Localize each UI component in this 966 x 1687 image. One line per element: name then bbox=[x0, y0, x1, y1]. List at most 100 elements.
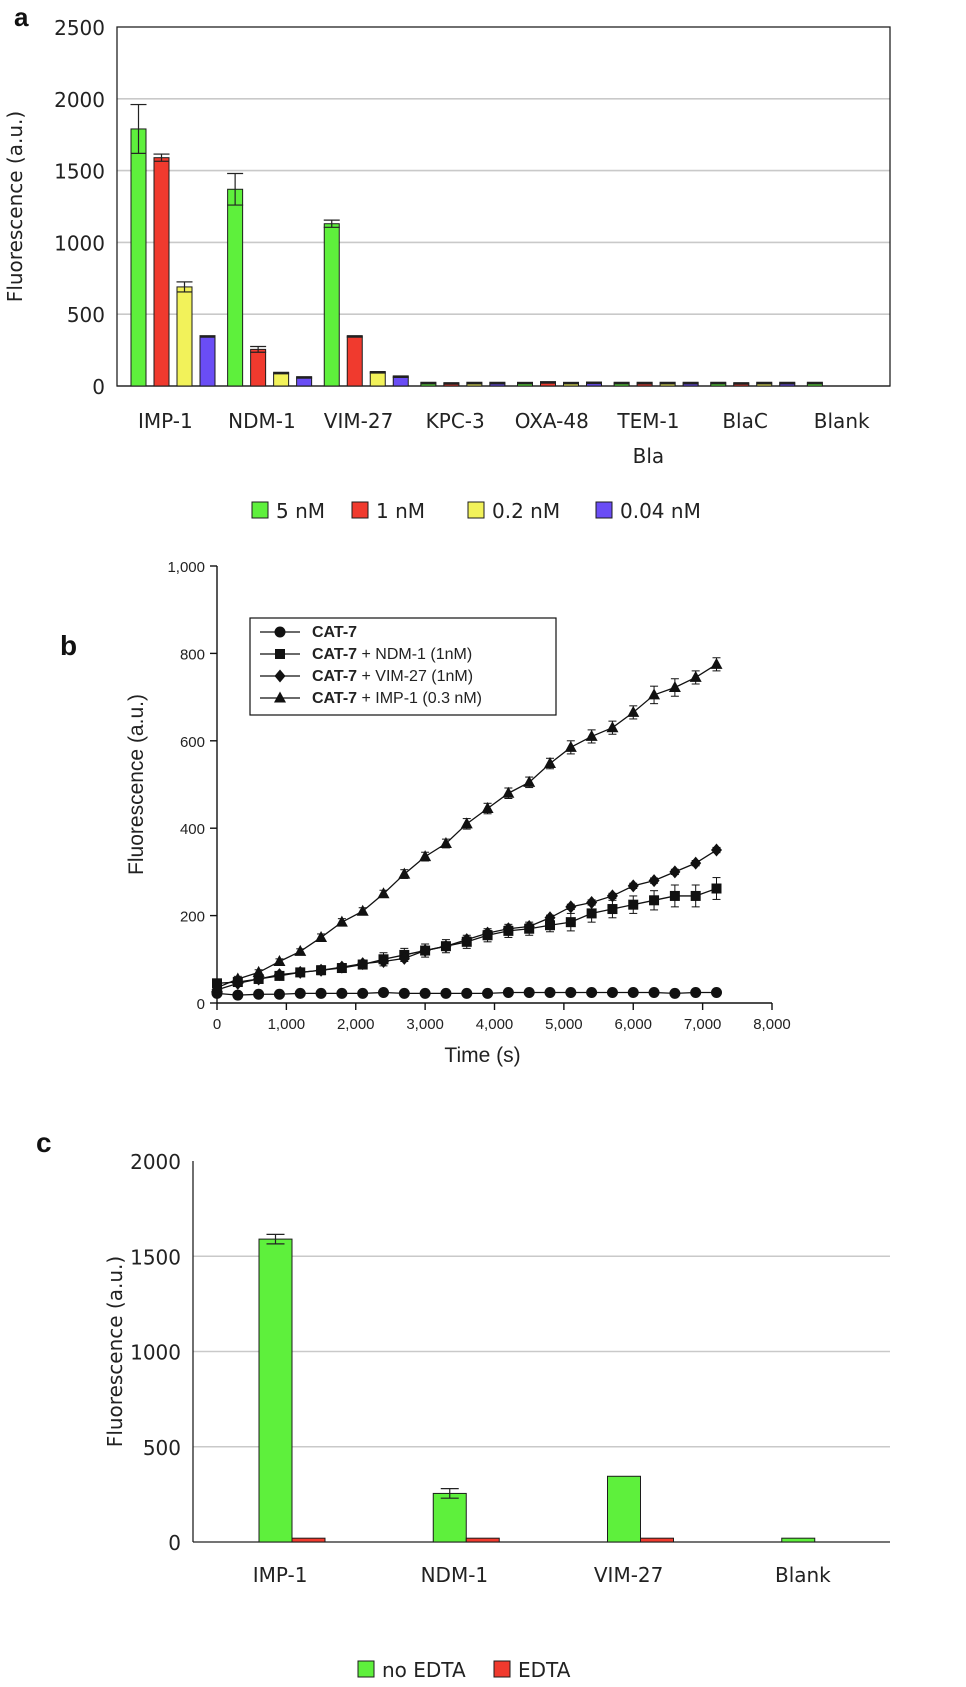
legend-label-rest: + VIM-27 (1nM) bbox=[357, 668, 473, 685]
data-point bbox=[357, 987, 369, 999]
data-point bbox=[627, 987, 639, 999]
panel-c-bar-chart: c 0 500 1000 1500 2000 Fluorescence (a.u.) IMP… bbox=[36, 1127, 890, 1682]
data-point bbox=[275, 649, 285, 659]
legend-label-rest: + IMP-1 (0.3 nM) bbox=[357, 690, 482, 707]
x-tick-label: 0 bbox=[213, 1016, 221, 1033]
data-point bbox=[439, 836, 452, 848]
data-point bbox=[274, 669, 286, 683]
data-point bbox=[523, 775, 536, 787]
series-square bbox=[212, 877, 722, 989]
legend-label-bold: CAT-7 bbox=[312, 668, 357, 685]
data-point bbox=[274, 691, 286, 703]
x-category-label: TEM-1 bbox=[616, 409, 679, 433]
data-point bbox=[606, 721, 619, 733]
bar bbox=[291, 1537, 326, 1543]
data-point bbox=[606, 987, 618, 999]
series-diamond bbox=[211, 843, 722, 997]
y-tick-label: 1000 bbox=[130, 1341, 181, 1365]
data-point bbox=[690, 987, 702, 999]
data-point bbox=[669, 987, 681, 999]
data-point bbox=[649, 895, 660, 906]
data-point bbox=[627, 879, 639, 893]
data-point bbox=[273, 954, 286, 966]
y-tick-label: 2000 bbox=[54, 88, 105, 112]
legend-swatch bbox=[595, 501, 613, 519]
data-point bbox=[711, 987, 722, 999]
x-category-label: Blank bbox=[775, 1563, 831, 1587]
data-point bbox=[461, 987, 473, 999]
data-point bbox=[586, 895, 598, 909]
data-point bbox=[545, 920, 555, 931]
data-point bbox=[335, 915, 348, 927]
legend-label-rest: + NDM-1 (1nM) bbox=[357, 646, 472, 663]
data-point bbox=[628, 899, 639, 910]
series-triangle bbox=[211, 657, 723, 993]
bar bbox=[273, 372, 290, 387]
y-tick-label: 0 bbox=[197, 996, 205, 1013]
data-point bbox=[690, 890, 701, 901]
data-point bbox=[294, 965, 306, 979]
data-point bbox=[440, 939, 452, 953]
x-category-label: NDM-1 bbox=[228, 409, 296, 433]
bar bbox=[465, 1537, 500, 1543]
legend-entry: 0.2 nM bbox=[467, 499, 560, 523]
legend-entry: EDTA bbox=[493, 1658, 571, 1682]
x-category-label: IMP-1 bbox=[138, 409, 193, 433]
data-point bbox=[336, 960, 348, 974]
legend-swatch bbox=[357, 1660, 375, 1678]
x-category-label: VIM-27 bbox=[324, 409, 394, 433]
y-tick-label: 1500 bbox=[54, 160, 105, 184]
data-point bbox=[398, 987, 410, 999]
y-tick-label: 1000 bbox=[54, 231, 105, 255]
data-point bbox=[565, 987, 577, 999]
x-tick-label: 3,000 bbox=[406, 1016, 444, 1033]
data-point bbox=[648, 688, 661, 700]
legend-label: CAT-7 + NDM-1 (1nM) bbox=[312, 646, 472, 663]
y-tick-label: 200 bbox=[180, 909, 205, 926]
bar bbox=[227, 188, 244, 387]
y-tick-label: 600 bbox=[180, 734, 205, 751]
data-point bbox=[315, 930, 328, 942]
data-point bbox=[378, 987, 389, 999]
x-category-label: OXA-48 bbox=[515, 409, 589, 433]
data-point bbox=[419, 850, 432, 862]
bar bbox=[432, 1492, 467, 1543]
bar bbox=[176, 286, 193, 387]
data-point bbox=[586, 908, 597, 919]
data-point bbox=[294, 944, 307, 956]
data-point bbox=[398, 867, 411, 879]
data-point bbox=[607, 904, 618, 915]
x-category-label: KPC-3 bbox=[426, 409, 485, 433]
y-tick-label: 2000 bbox=[130, 1150, 181, 1174]
legend-swatch bbox=[467, 501, 485, 519]
data-point bbox=[481, 802, 494, 814]
data-point bbox=[669, 865, 681, 879]
legend-entry: 1 nM bbox=[351, 499, 425, 523]
panel-b-line-chart: b 0 200 400 600 800 1,000 0 1,000 2,000 3,000 4,00… bbox=[60, 559, 791, 1067]
x-tick-label: 6,000 bbox=[614, 1016, 652, 1033]
data-point bbox=[523, 920, 535, 934]
series-circle bbox=[211, 987, 722, 1001]
x-tick-label: 5,000 bbox=[545, 1016, 583, 1033]
data-point bbox=[315, 963, 327, 977]
legend-label: 0.2 nM bbox=[492, 499, 560, 523]
data-point bbox=[253, 988, 265, 1000]
bar bbox=[250, 348, 267, 387]
x-tick-label: 1,000 bbox=[268, 1016, 306, 1033]
y-tick-label: 1500 bbox=[130, 1245, 181, 1269]
legend-label-bold: CAT-7 bbox=[312, 646, 357, 663]
panel-label-a: a bbox=[14, 2, 29, 32]
legend-swatch bbox=[493, 1660, 511, 1678]
panel-label-b: b bbox=[60, 630, 77, 661]
x-tick-label: 7,000 bbox=[684, 1016, 722, 1033]
data-point bbox=[419, 944, 431, 958]
data-point bbox=[461, 933, 473, 947]
data-point bbox=[356, 904, 369, 916]
data-point bbox=[440, 987, 452, 999]
bar bbox=[199, 335, 216, 387]
data-point bbox=[523, 987, 535, 999]
x-category-label: NDM-1 bbox=[421, 1563, 489, 1587]
legend-swatch bbox=[351, 501, 369, 519]
